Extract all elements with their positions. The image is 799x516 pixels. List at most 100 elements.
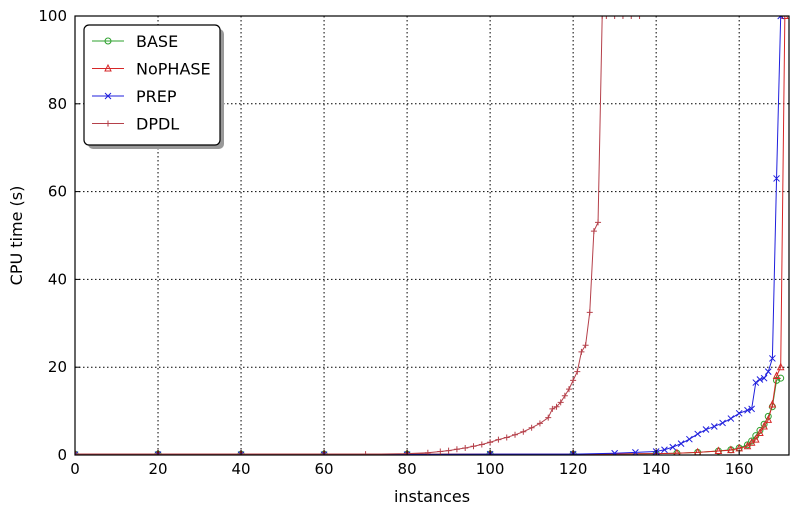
data-point-prep	[727, 415, 735, 422]
x-tick-label: 60	[315, 460, 334, 478]
y-tick-label: 40	[48, 270, 67, 288]
data-point-dpdl	[470, 443, 477, 450]
legend-marker-base	[104, 37, 112, 45]
ticks: 0 20 40 60 80 100 120 140 160 0 20 40 60 80 100	[38, 7, 753, 478]
data-point-dpdl	[445, 447, 452, 454]
legend-entry-dpdl: DPDL	[92, 115, 179, 134]
data-point-dpdl	[619, 16, 626, 19]
data-point-prep	[677, 440, 685, 447]
series-dpdl	[75, 16, 643, 455]
x-tick-label: 40	[231, 460, 250, 478]
data-point-dpdl	[578, 348, 585, 355]
legend-label-dpdl: DPDL	[136, 115, 179, 134]
data-point-nophase	[751, 435, 760, 443]
data-point-prep	[769, 355, 776, 362]
data-point-prep	[694, 430, 702, 438]
x-tick-label: 100	[476, 460, 505, 478]
data-point-prep	[75, 451, 79, 455]
legend-marker-prep	[104, 92, 112, 100]
data-point-nophase	[727, 445, 735, 454]
data-point-nophase	[756, 428, 764, 437]
data-point-dpdl	[453, 446, 460, 453]
plot-frame	[74, 15, 790, 456]
legend-label-base: BASE	[136, 32, 178, 51]
x-tick-label: 120	[559, 460, 588, 478]
data-point-prep	[764, 368, 772, 375]
x-tick-label: 20	[148, 460, 167, 478]
data-point-prep	[735, 409, 743, 417]
data-point-prep	[760, 374, 768, 382]
data-point-dpdl	[603, 16, 610, 19]
data-point-dpdl	[628, 16, 635, 19]
data-point-dpdl	[520, 428, 527, 435]
data-point-dpdl	[636, 16, 643, 19]
data-point-prep	[752, 379, 760, 386]
y-tick-label: 100	[38, 7, 67, 25]
data-point-prep	[744, 406, 751, 414]
data-point-dpdl	[595, 219, 602, 226]
legend-entry-nophase: NoPHASE	[92, 60, 211, 79]
data-point-prep	[777, 16, 785, 20]
legend-box	[83, 24, 221, 146]
data-point-dpdl	[495, 436, 502, 443]
data-point-dpdl	[549, 405, 556, 412]
data-point-nophase	[673, 448, 681, 455]
data-point-prep	[686, 435, 693, 443]
x-tick-label: 160	[725, 460, 754, 478]
data-point-prep	[632, 449, 639, 455]
x-axis-label: instances	[394, 487, 470, 506]
legend-marker-dpdl	[105, 120, 111, 127]
data-point-dpdl	[536, 420, 543, 427]
data-point-dpdl	[478, 441, 485, 448]
data-point-dpdl	[590, 228, 597, 235]
data-point-dpdl	[599, 16, 606, 19]
data-point-dpdl	[487, 439, 494, 446]
data-point-nophase	[776, 362, 785, 371]
data-point-nophase	[764, 415, 773, 423]
legend-entry-base: BASE	[92, 32, 178, 51]
legend-marker-nophase	[104, 63, 112, 72]
x-tick-label: 0	[70, 460, 80, 478]
data-point-prep	[719, 419, 726, 427]
legend: BASE NoPHASE PREP DPDL	[83, 24, 224, 149]
data-point-nophase	[743, 441, 752, 450]
data-point-prep	[661, 446, 668, 454]
data-point-dpdl	[586, 309, 593, 316]
series-prep	[75, 16, 785, 455]
data-point-prep	[710, 423, 718, 430]
data-point-dpdl	[528, 424, 535, 431]
data-point-dpdl	[437, 448, 444, 455]
y-tick-label: 60	[48, 183, 67, 201]
x-tick-label: 80	[398, 460, 417, 478]
data-point-dpdl	[574, 368, 581, 375]
data-point-prep	[669, 443, 677, 451]
x-tick-label: 140	[642, 460, 671, 478]
data-point-dpdl	[582, 342, 589, 349]
series-group	[75, 16, 789, 455]
data-point-dpdl	[503, 434, 510, 441]
data-point-dpdl	[553, 403, 560, 410]
data-point-nophase	[714, 446, 723, 455]
data-point-dpdl	[611, 16, 618, 19]
data-point-dpdl	[362, 451, 369, 455]
data-point-nophase	[760, 421, 768, 430]
y-tick-label: 20	[48, 358, 67, 376]
legend-label-nophase: NoPHASE	[136, 60, 211, 79]
data-point-prep	[756, 376, 764, 383]
data-point-dpdl	[75, 451, 78, 455]
data-point-dpdl	[570, 377, 577, 384]
legend-label-prep: PREP	[136, 87, 177, 106]
data-point-dpdl	[462, 444, 469, 451]
data-point-dpdl	[561, 392, 568, 399]
data-point-dpdl	[557, 399, 564, 406]
legend-entry-prep: PREP	[92, 87, 177, 106]
y-tick-label: 0	[57, 446, 67, 464]
y-axis-label: CPU time (s)	[7, 186, 26, 286]
data-point-prep	[748, 405, 755, 413]
data-point-dpdl	[545, 414, 552, 421]
y-tick-label: 80	[48, 95, 67, 113]
data-point-prep	[702, 426, 710, 433]
data-point-nophase	[781, 16, 789, 19]
data-point-nophase	[768, 399, 777, 408]
